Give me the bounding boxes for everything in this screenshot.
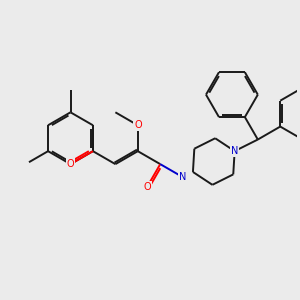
Text: N: N	[231, 146, 238, 156]
Text: N: N	[179, 172, 186, 182]
Text: O: O	[67, 159, 74, 169]
Text: O: O	[143, 182, 151, 192]
Text: O: O	[134, 120, 142, 130]
